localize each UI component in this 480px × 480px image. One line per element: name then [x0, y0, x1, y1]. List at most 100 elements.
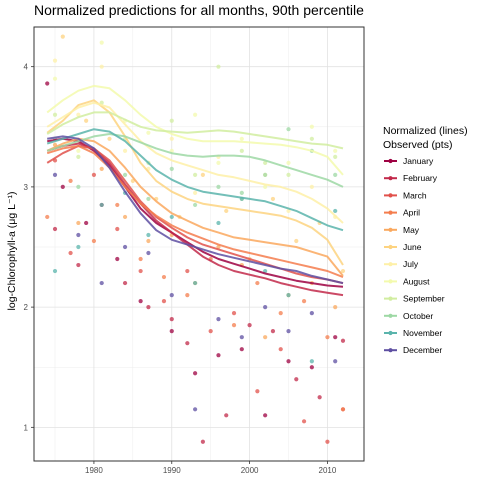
legend-label: February	[403, 173, 438, 183]
legend-label: May	[403, 225, 420, 235]
legend-key-point	[388, 279, 393, 284]
point-august	[76, 148, 81, 153]
point-november	[76, 244, 81, 250]
legend-items: January February March April May June July Augu…	[384, 156, 445, 355]
point-november	[216, 220, 221, 226]
point-march	[231, 311, 237, 316]
point-december	[169, 292, 174, 298]
point-october	[286, 127, 291, 132]
legend-label: April	[403, 208, 420, 218]
legend-key-point	[388, 296, 393, 301]
legend-label: November	[403, 328, 442, 338]
point-february	[294, 377, 299, 382]
point-april	[68, 178, 73, 183]
legend-label: December	[403, 345, 442, 355]
point-december	[52, 172, 58, 177]
legend-key-point	[388, 313, 393, 318]
point-january	[286, 359, 291, 364]
point-november	[169, 214, 174, 220]
point-february	[52, 226, 58, 232]
legend-label: September	[403, 294, 445, 304]
plot-panel	[34, 27, 364, 461]
line-june	[46, 99, 344, 266]
point-august	[146, 130, 151, 135]
point-march	[161, 299, 167, 304]
point-april	[325, 335, 330, 340]
point-may	[263, 335, 268, 340]
legend-item-december: December	[384, 345, 442, 355]
point-march	[115, 226, 120, 232]
point-june	[224, 208, 229, 214]
point-february	[146, 305, 151, 310]
legend-item-october: October	[384, 311, 433, 321]
legend-item-april: April	[384, 208, 420, 218]
point-february	[185, 341, 190, 346]
point-november	[286, 292, 291, 298]
point-july	[122, 148, 128, 153]
point-april	[45, 214, 50, 220]
point-march	[185, 268, 190, 274]
point-february	[247, 323, 252, 328]
point-august	[239, 136, 244, 141]
point-january	[84, 220, 89, 226]
point-april	[278, 311, 283, 316]
axes: 1980 1990 2000 2010 1 2 3 4	[24, 26, 365, 475]
point-january	[169, 329, 174, 334]
point-december	[239, 335, 244, 340]
point-april	[138, 256, 143, 262]
point-march	[255, 389, 260, 394]
point-january	[309, 365, 314, 370]
point-july	[52, 58, 58, 63]
point-may	[122, 214, 128, 220]
point-january	[333, 335, 338, 340]
point-february	[200, 439, 205, 444]
point-november	[309, 359, 314, 364]
legend-label: March	[403, 190, 427, 200]
point-september	[333, 154, 338, 159]
point-september	[309, 136, 314, 141]
legend-item-november: November	[384, 328, 442, 338]
legend-key-point	[388, 176, 393, 181]
legend-item-march: March	[384, 190, 427, 200]
point-november	[99, 202, 104, 208]
point-january	[216, 353, 221, 358]
x-tick-label: 2000	[241, 466, 259, 475]
point-july	[169, 136, 174, 141]
point-august	[333, 148, 338, 153]
line-october	[46, 133, 344, 188]
point-august	[216, 160, 221, 165]
point-june	[84, 118, 89, 123]
point-september	[286, 172, 291, 177]
point-january	[263, 413, 268, 418]
point-december	[263, 305, 268, 310]
point-september	[263, 160, 268, 165]
legend-title-line2: Observed (pts)	[383, 139, 452, 151]
line-april	[46, 145, 344, 279]
line-november	[46, 128, 344, 232]
legend-item-june: June	[384, 242, 422, 252]
point-november	[193, 280, 198, 286]
legend-item-january: January	[384, 156, 434, 166]
point-august	[52, 76, 58, 81]
point-november	[263, 268, 268, 274]
point-october	[193, 202, 198, 208]
point-october	[333, 172, 338, 177]
legend-item-august: August	[384, 276, 430, 286]
point-january	[138, 299, 143, 304]
line-july	[46, 101, 344, 224]
point-august	[193, 112, 198, 117]
point-december	[216, 317, 221, 322]
point-september	[193, 172, 198, 177]
point-june	[270, 196, 276, 202]
point-september	[216, 64, 221, 69]
point-october	[263, 172, 268, 177]
point-november	[52, 268, 58, 274]
legend-key-point	[388, 210, 393, 215]
y-tick-label: 4	[24, 63, 29, 72]
point-april	[231, 323, 237, 328]
point-august	[309, 124, 314, 129]
point-december	[76, 232, 81, 238]
normalized-lines	[46, 84, 344, 297]
point-september	[76, 154, 81, 159]
